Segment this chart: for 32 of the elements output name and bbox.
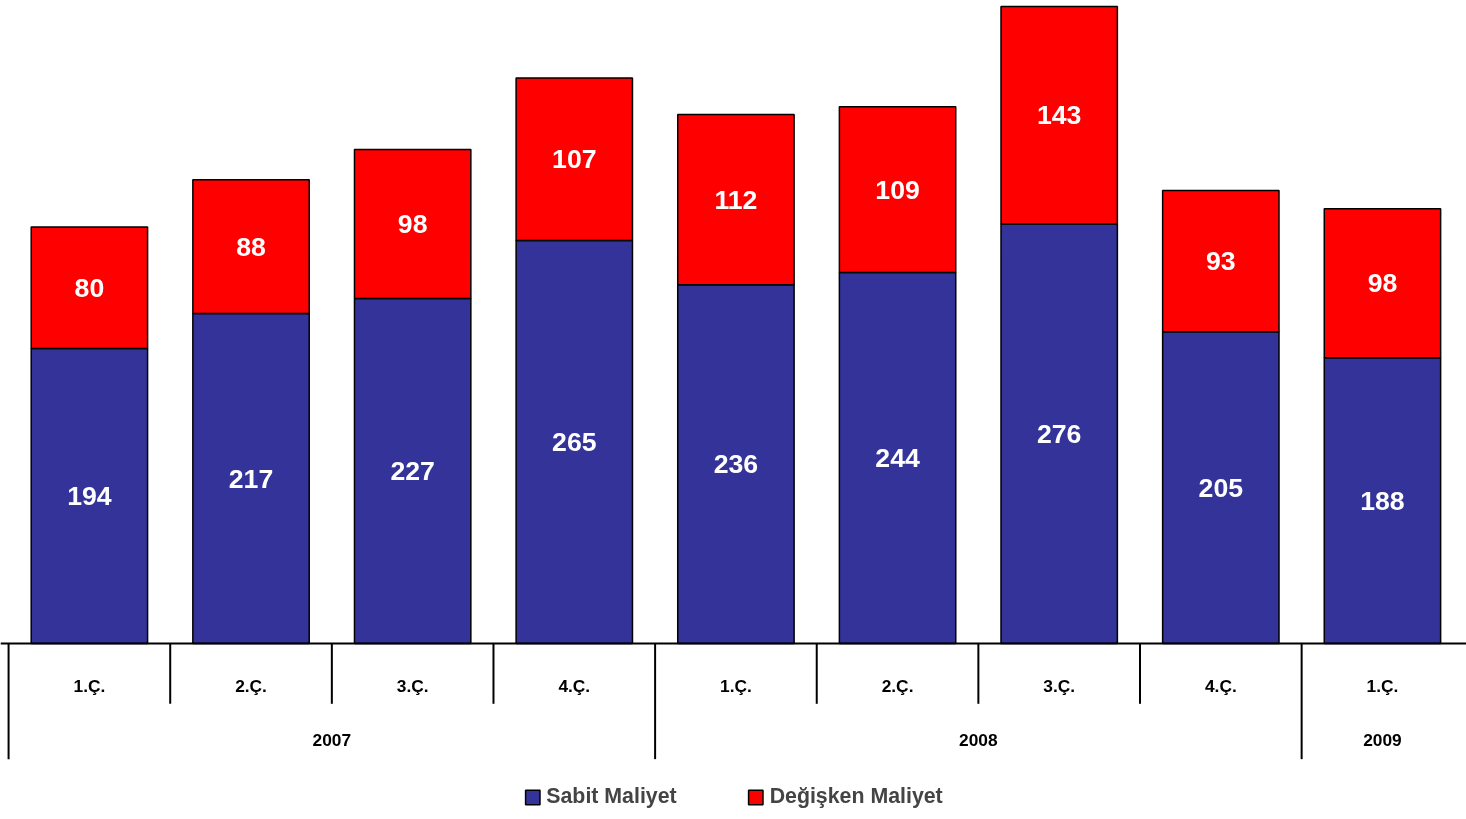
data-label: 194 — [67, 480, 112, 511]
data-label: 276 — [1036, 418, 1082, 449]
x-tick-label: 3.Ç. — [1043, 675, 1076, 696]
data-label: 227 — [390, 455, 435, 486]
x-tick-label: 1.Ç. — [1366, 675, 1399, 696]
legend-label: Değişken Maliyet — [769, 784, 943, 809]
data-label: 109 — [875, 174, 920, 205]
data-label: 265 — [552, 427, 597, 458]
x-tick-label: 1.Ç. — [73, 675, 106, 696]
text: 2008 — [959, 730, 999, 751]
x-tick-label: 1.Ç. — [720, 675, 752, 696]
data-label: 188 — [1360, 485, 1405, 516]
x-tick-label: 4.Ç. — [1204, 675, 1237, 696]
data-label: 107 — [552, 144, 597, 175]
data-label: 98 — [397, 208, 428, 239]
data-label: 244 — [875, 442, 920, 473]
text: 2007 — [312, 730, 352, 751]
data-label: 205 — [1198, 472, 1244, 503]
legend-label: Sabit Maliyet — [546, 784, 677, 809]
x-tick-label: 2.Ç. — [881, 675, 914, 696]
x-tick-label: 4.Ç. — [558, 675, 591, 696]
data-label: 143 — [1036, 100, 1082, 131]
data-label: 88 — [236, 231, 266, 262]
text: 2009 — [1363, 730, 1402, 751]
data-label: 236 — [713, 449, 759, 480]
x-tick-label: 2.Ç. — [235, 675, 267, 696]
data-label: 217 — [228, 463, 274, 494]
data-label: 98 — [1367, 268, 1398, 299]
x-tick-label: 3.Ç. — [396, 675, 429, 696]
data-label: 93 — [1205, 246, 1236, 277]
data-label: 112 — [714, 184, 758, 215]
data-label: 80 — [74, 272, 105, 303]
